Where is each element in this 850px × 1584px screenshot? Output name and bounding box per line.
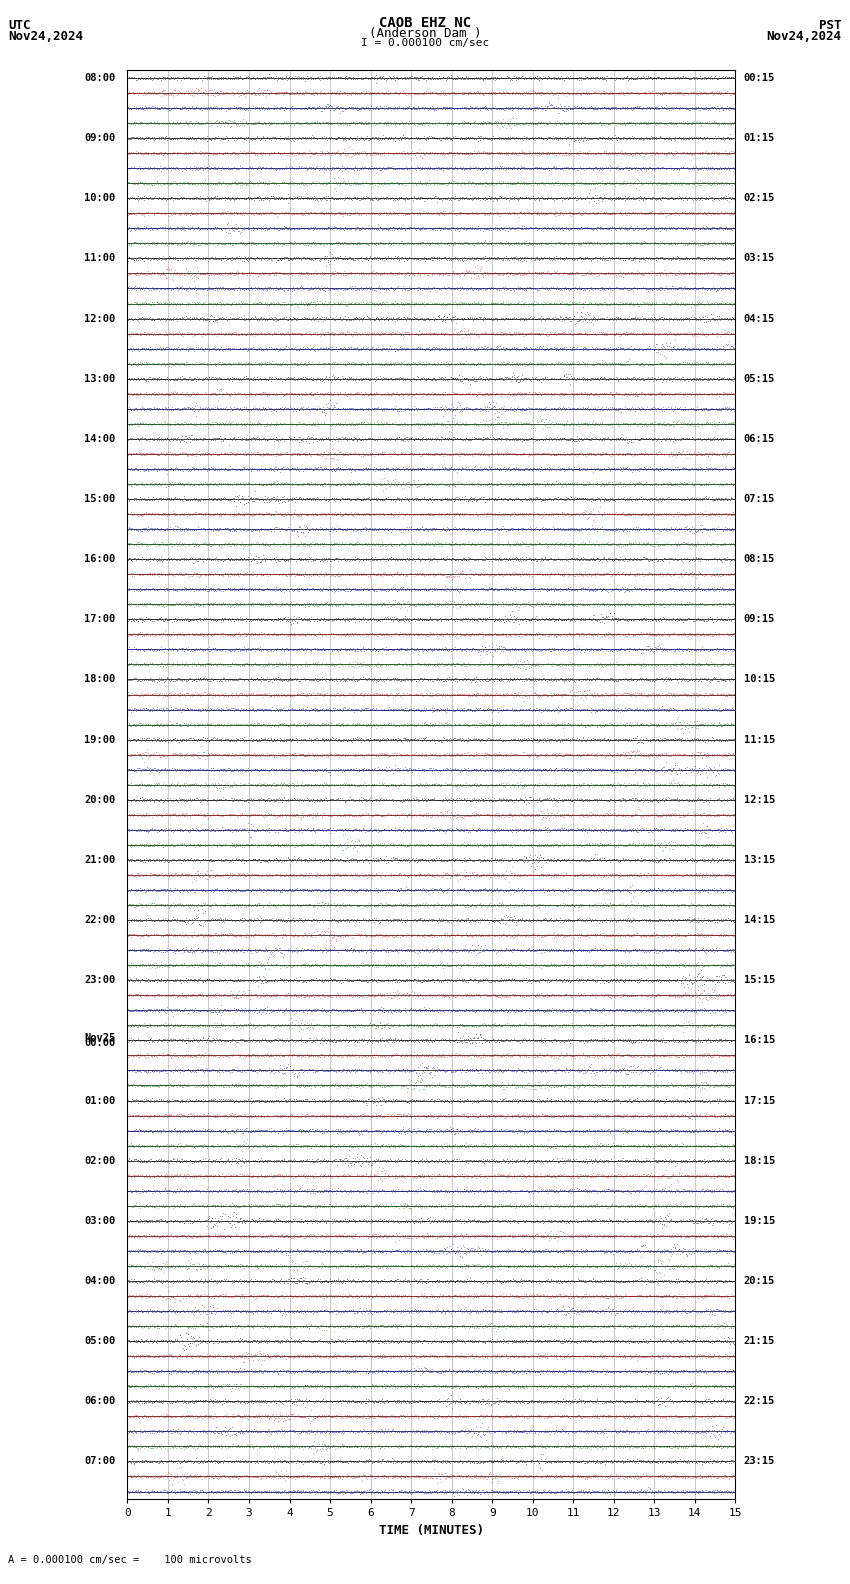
Text: UTC: UTC [8, 19, 31, 32]
Text: Nov24,2024: Nov24,2024 [767, 30, 842, 43]
X-axis label: TIME (MINUTES): TIME (MINUTES) [379, 1524, 484, 1536]
Text: 06:15: 06:15 [744, 434, 775, 444]
Text: 22:00: 22:00 [84, 916, 116, 925]
Text: 20:15: 20:15 [744, 1277, 775, 1286]
Text: 04:15: 04:15 [744, 314, 775, 323]
Text: 07:00: 07:00 [84, 1456, 116, 1467]
Text: Nov24,2024: Nov24,2024 [8, 30, 83, 43]
Text: 09:15: 09:15 [744, 615, 775, 624]
Text: 05:15: 05:15 [744, 374, 775, 383]
Text: 11:15: 11:15 [744, 735, 775, 744]
Text: 02:15: 02:15 [744, 193, 775, 203]
Text: 13:00: 13:00 [84, 374, 116, 383]
Text: A = 0.000100 cm/sec =    100 microvolts: A = 0.000100 cm/sec = 100 microvolts [8, 1555, 252, 1565]
Text: 06:00: 06:00 [84, 1396, 116, 1407]
Text: 01:15: 01:15 [744, 133, 775, 143]
Text: 08:00: 08:00 [84, 73, 116, 82]
Text: 14:15: 14:15 [744, 916, 775, 925]
Text: 10:00: 10:00 [84, 193, 116, 203]
Text: 01:00: 01:00 [84, 1096, 116, 1106]
Text: 11:00: 11:00 [84, 253, 116, 263]
Text: 09:00: 09:00 [84, 133, 116, 143]
Text: 23:00: 23:00 [84, 976, 116, 985]
Text: 10:15: 10:15 [744, 675, 775, 684]
Text: 17:00: 17:00 [84, 615, 116, 624]
Text: 18:15: 18:15 [744, 1156, 775, 1166]
Text: 00:15: 00:15 [744, 73, 775, 82]
Text: I = 0.000100 cm/sec: I = 0.000100 cm/sec [361, 38, 489, 48]
Text: 05:00: 05:00 [84, 1337, 116, 1346]
Text: 21:00: 21:00 [84, 855, 116, 865]
Text: 08:15: 08:15 [744, 554, 775, 564]
Text: CAOB EHZ NC: CAOB EHZ NC [379, 16, 471, 30]
Text: 02:00: 02:00 [84, 1156, 116, 1166]
Text: 00:00: 00:00 [84, 1038, 116, 1047]
Text: (Anderson Dam ): (Anderson Dam ) [369, 27, 481, 40]
Text: 14:00: 14:00 [84, 434, 116, 444]
Text: 15:00: 15:00 [84, 494, 116, 504]
Text: 07:15: 07:15 [744, 494, 775, 504]
Text: 04:00: 04:00 [84, 1277, 116, 1286]
Text: PST: PST [819, 19, 842, 32]
Text: 03:00: 03:00 [84, 1217, 116, 1226]
Text: 12:00: 12:00 [84, 314, 116, 323]
Text: 21:15: 21:15 [744, 1337, 775, 1346]
Text: Nov25: Nov25 [84, 1033, 116, 1044]
Text: 19:15: 19:15 [744, 1217, 775, 1226]
Text: 20:00: 20:00 [84, 795, 116, 805]
Text: 17:15: 17:15 [744, 1096, 775, 1106]
Text: 18:00: 18:00 [84, 675, 116, 684]
Text: 22:15: 22:15 [744, 1396, 775, 1407]
Text: 16:15: 16:15 [744, 1036, 775, 1045]
Text: 03:15: 03:15 [744, 253, 775, 263]
Text: 23:15: 23:15 [744, 1456, 775, 1467]
Text: 12:15: 12:15 [744, 795, 775, 805]
Text: 16:00: 16:00 [84, 554, 116, 564]
Text: 19:00: 19:00 [84, 735, 116, 744]
Text: 13:15: 13:15 [744, 855, 775, 865]
Text: 15:15: 15:15 [744, 976, 775, 985]
